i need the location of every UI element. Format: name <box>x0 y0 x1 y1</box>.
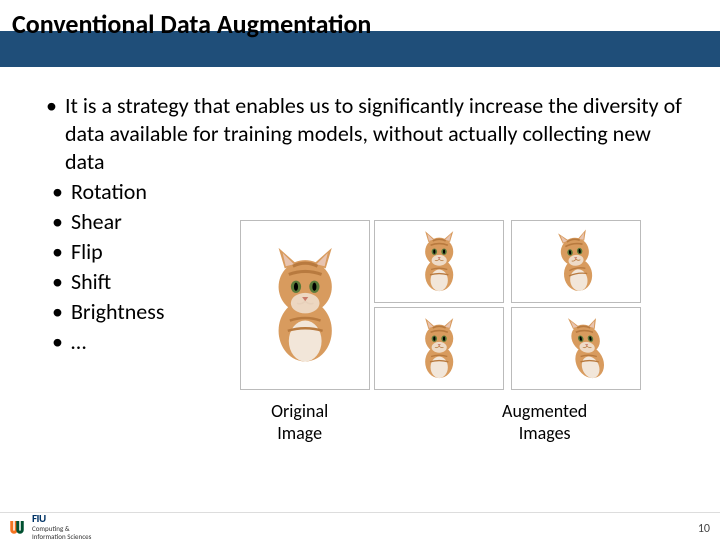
caption-original: Original Image <box>230 400 369 444</box>
cat-icon <box>388 229 490 294</box>
augmented-column <box>374 220 644 390</box>
slide-title: Conventional Data Augmentation <box>12 8 371 40</box>
cis-line2: Information Sciences <box>32 533 91 540</box>
bullet-marker: • <box>52 208 63 236</box>
fiu-logo: FIU Computing & Information Sciences <box>32 512 91 540</box>
image-grid <box>240 220 670 390</box>
bullet-marker: • <box>52 178 63 206</box>
bullet-marker: • <box>52 268 63 296</box>
original-column <box>240 220 370 390</box>
slide: Conventional Data Augmentation • It is a… <box>0 0 720 540</box>
logo-group: FIU Computing & Information Sciences <box>8 512 91 540</box>
bullet-marker: • <box>52 238 63 266</box>
bullet-text: Shear <box>71 208 122 236</box>
augmented-cell <box>511 220 641 303</box>
augmented-cell <box>374 307 504 390</box>
cat-icon <box>525 316 627 381</box>
bullet-text: Brightness <box>71 298 164 326</box>
original-image-cell <box>240 220 370 390</box>
bullet-text: It is a strategy that enables us to sign… <box>65 92 690 176</box>
bullet-text: Shift <box>71 268 111 296</box>
caption-text: Original Image <box>271 400 328 444</box>
caption-augmented: Augmented Images <box>419 400 670 444</box>
bullet-marker: • <box>46 92 57 120</box>
bullet-marker: • <box>52 328 63 356</box>
um-logo-icon <box>8 518 26 536</box>
bullet-text: … <box>71 328 86 356</box>
figure: Original Image Augmented Images <box>240 220 670 420</box>
cat-icon <box>525 229 627 294</box>
page-number: 10 <box>698 522 710 536</box>
caption-text: Augmented Images <box>502 400 587 444</box>
bullet-item: • Rotation <box>52 178 690 206</box>
augmented-grid <box>374 220 644 390</box>
bullet-marker: • <box>52 298 63 326</box>
bullet-text: Rotation <box>71 178 147 206</box>
cat-icon <box>254 238 356 372</box>
footer: FIU Computing & Information Sciences 10 <box>0 512 720 540</box>
caption-row: Original Image Augmented Images <box>240 400 670 444</box>
augmented-cell <box>374 220 504 303</box>
bullet-item: • It is a strategy that enables us to si… <box>46 92 690 176</box>
augmented-cell <box>511 307 641 390</box>
bullet-text: Flip <box>71 238 103 266</box>
cat-icon <box>388 316 490 381</box>
